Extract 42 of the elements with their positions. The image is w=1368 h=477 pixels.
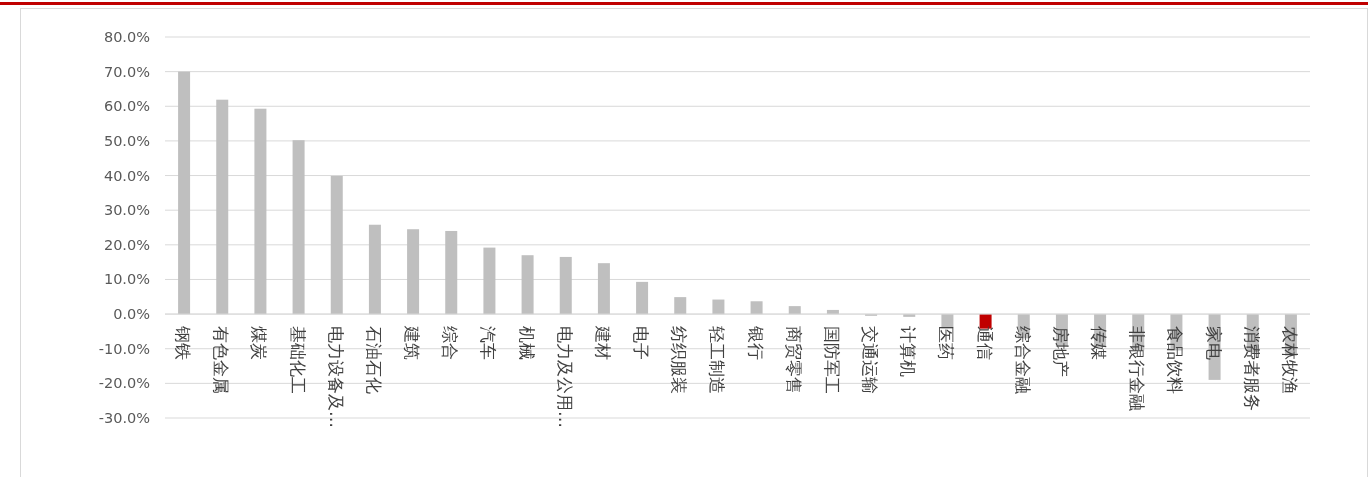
- x-tick-label: 食品饮料: [1165, 326, 1186, 395]
- x-tick-label: 电力及公用…: [554, 326, 575, 429]
- x-tick-label: 钢铁: [173, 325, 194, 361]
- x-tick-label: 轻工制造: [707, 326, 728, 395]
- x-tick-label: 银行: [745, 325, 766, 361]
- x-tick-label: 综合: [440, 326, 461, 361]
- x-tick-label: 电力设备及…: [325, 326, 346, 429]
- y-tick-label: 20.0%: [103, 236, 150, 253]
- x-tick-label: 汽车: [478, 326, 499, 361]
- x-tick-label: 传媒: [1089, 326, 1110, 361]
- x-tick-label: 煤炭: [249, 326, 270, 361]
- y-tick-label: 10.0%: [103, 271, 150, 288]
- x-tick-label: 建材: [592, 325, 613, 361]
- y-tick-label: 70.0%: [103, 63, 150, 80]
- y-tick-label: 30.0%: [103, 202, 150, 219]
- x-tick-label: 综合金融: [1012, 326, 1033, 395]
- x-tick-label: 国防军工: [821, 326, 842, 395]
- y-tick-label: 40.0%: [103, 167, 150, 184]
- y-tick-label: 60.0%: [103, 98, 150, 115]
- x-tick-label: 交通运输: [860, 326, 881, 395]
- x-tick-label: 通信: [974, 326, 995, 361]
- x-tick-label: 纺织服装: [669, 326, 690, 395]
- x-tick-label: 有色金属: [211, 326, 232, 395]
- x-tick-label: 电子: [631, 326, 652, 361]
- x-tick-label: 医药: [936, 326, 957, 361]
- y-tick-label: -30.0%: [98, 410, 150, 426]
- x-tick-label: 石油石化: [363, 326, 384, 395]
- y-tick-label: -20.0%: [98, 375, 150, 392]
- y-tick-label: 0.0%: [113, 306, 150, 323]
- x-tick-label: 农林牧渔: [1279, 326, 1300, 395]
- x-tick-label: 消费者服务: [1241, 326, 1262, 412]
- y-tick-label: -10.0%: [98, 340, 150, 357]
- x-tick-label: 计算机: [898, 326, 919, 378]
- x-tick-label: 商贸零售: [783, 326, 804, 395]
- y-tick-label: 80.0%: [103, 29, 150, 45]
- x-tick-label: 基础化工: [287, 326, 308, 395]
- x-tick-label: 非银行金融: [1127, 326, 1148, 412]
- x-tick-label: 家电: [1203, 326, 1224, 361]
- y-tick-label: 50.0%: [103, 132, 150, 149]
- x-tick-label: 建筑: [402, 325, 423, 361]
- x-tick-label: 房地产: [1050, 326, 1071, 378]
- x-tick-label: 机械: [516, 326, 537, 361]
